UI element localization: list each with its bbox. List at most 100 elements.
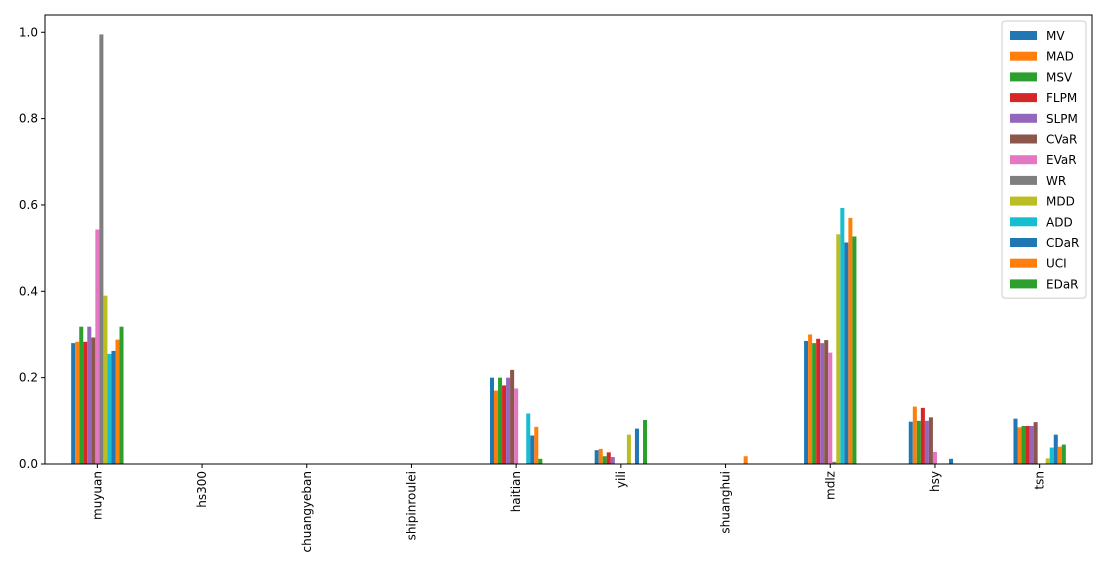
bar-cdar-mdlz: [844, 242, 849, 464]
bar-evar-haitian: [514, 388, 519, 464]
bar-evar-muyuan: [95, 229, 100, 464]
x-tick-label: chuangyeban: [300, 471, 314, 552]
bar-flpm-muyuan: [83, 341, 88, 464]
bar-cdar-muyuan: [111, 350, 116, 464]
bar-mad-muyuan: [75, 341, 80, 464]
bar-mdd-yili: [626, 434, 631, 464]
plot-frame: [44, 14, 1093, 465]
legend-label-mdd: MDD: [1046, 195, 1075, 209]
bar-flpm-mdlz: [816, 338, 821, 464]
bar-cdar-tsn: [1053, 434, 1058, 464]
bar-edar-muyuan: [119, 326, 124, 464]
legend-label-mv: MV: [1046, 29, 1065, 43]
legend-swatch-flpm: [1010, 93, 1037, 103]
bar-mv-haitian: [489, 377, 495, 464]
bar-flpm-yili: [606, 452, 611, 464]
bar-uci-shuanghui: [743, 456, 748, 464]
legend-swatch-evar: [1010, 155, 1037, 165]
bar-mdd-tsn: [1045, 458, 1050, 464]
legend-label-wr: WR: [1046, 174, 1066, 188]
bars-layer: [71, 34, 1066, 465]
bar-flpm-hsy: [920, 407, 925, 465]
bar-wr-mdlz: [832, 461, 837, 464]
bar-uci-muyuan: [115, 339, 120, 464]
x-tick-label: haitian: [509, 471, 523, 512]
x-tick-label: yili: [614, 471, 628, 488]
bar-mv-yili: [594, 450, 599, 464]
bar-mv-tsn: [1013, 418, 1018, 464]
legend-label-uci: UCI: [1046, 257, 1067, 271]
y-tick-label: 0.0: [19, 457, 38, 471]
bar-msv-yili: [602, 456, 607, 464]
bar-edar-mdlz: [852, 236, 857, 464]
bar-edar-yili: [643, 419, 648, 464]
legend-swatch-edar: [1010, 279, 1037, 289]
legend: MV MAD MSV FLPM SLPM CVaR EVaR WR MDD ADD CDaR UCI E…: [1001, 20, 1087, 299]
legend-label-slpm: SLPM: [1046, 112, 1078, 126]
bar-msv-tsn: [1021, 426, 1026, 464]
legend-label-add: ADD: [1046, 215, 1073, 229]
bar-slpm-haitian: [506, 377, 511, 464]
bar-edar-haitian: [538, 458, 543, 464]
x-tick-label: shuanghui: [719, 471, 733, 534]
bar-mad-tsn: [1017, 427, 1022, 464]
legend-swatch-cvar: [1010, 134, 1037, 144]
legend-swatch-msv: [1010, 72, 1037, 82]
legend-swatch-mad: [1010, 51, 1037, 61]
legend-label-mad: MAD: [1046, 50, 1074, 64]
bar-slpm-yili: [610, 457, 615, 464]
legend-swatch-mdd: [1010, 196, 1037, 206]
y-tick-label: 0.8: [19, 112, 38, 126]
x-axis-ticks: muyuan hs300 chuangyeban shipinroulei haitia…: [90, 464, 1047, 552]
bar-slpm-hsy: [924, 420, 929, 464]
bar-mad-yili: [598, 448, 603, 464]
bar-add-tsn: [1049, 447, 1054, 464]
bar-add-haitian: [526, 413, 531, 464]
y-tick-label: 0.6: [19, 198, 38, 212]
bar-cdar-yili: [634, 428, 639, 464]
bar-evar-mdlz: [828, 352, 833, 464]
bar-flpm-haitian: [502, 385, 507, 464]
bar-slpm-muyuan: [87, 326, 92, 464]
legend-swatch-cdar: [1010, 238, 1037, 247]
bar-uci-tsn: [1057, 446, 1062, 464]
y-tick-label: 0.2: [19, 371, 38, 385]
bar-add-mdlz: [840, 207, 845, 465]
x-tick-label: mdlz: [823, 471, 837, 500]
bar-add-muyuan: [107, 353, 112, 464]
bar-msv-muyuan: [79, 326, 84, 464]
bar-mv-hsy: [908, 421, 913, 464]
x-tick-label: hsy: [928, 471, 942, 492]
bar-cvar-muyuan: [91, 337, 96, 464]
x-tick-label: hs300: [195, 471, 209, 508]
bar-mad-hsy: [912, 406, 917, 464]
legend-label-evar: EVaR: [1046, 153, 1077, 167]
legend-box: [1001, 20, 1087, 299]
bar-cdar-haitian: [530, 435, 535, 464]
legend-label-cvar: CVaR: [1046, 133, 1077, 147]
legend-swatch-slpm: [1010, 113, 1037, 123]
bar-mdd-muyuan: [103, 295, 108, 465]
y-tick-label: 1.0: [19, 25, 38, 39]
x-tick-label: tsn: [1033, 471, 1047, 490]
legend-swatch-uci: [1010, 258, 1037, 268]
bar-msv-haitian: [498, 377, 503, 464]
bar-cdar-hsy: [949, 458, 954, 464]
bar-uci-mdlz: [848, 217, 853, 464]
bar-flpm-tsn: [1025, 426, 1030, 464]
bar-edar-tsn: [1061, 444, 1066, 464]
legend-swatch-mv: [1010, 31, 1037, 40]
x-tick-label: muyuan: [90, 471, 104, 520]
legend-swatch-add: [1010, 217, 1037, 227]
bar-cvar-tsn: [1033, 422, 1038, 464]
y-axis-ticks: 0.0 0.2 0.4 0.6 0.8 1.0: [19, 25, 45, 471]
bar-slpm-mdlz: [820, 343, 825, 464]
x-tick-label: shipinroulei: [404, 471, 418, 540]
bar-wr-muyuan: [99, 34, 104, 465]
bar-mdd-mdlz: [836, 234, 841, 464]
legend-label-edar: EDaR: [1046, 277, 1079, 291]
bar-mv-mdlz: [804, 340, 809, 464]
bar-mad-mdlz: [808, 334, 813, 464]
bar-mad-haitian: [494, 390, 499, 464]
